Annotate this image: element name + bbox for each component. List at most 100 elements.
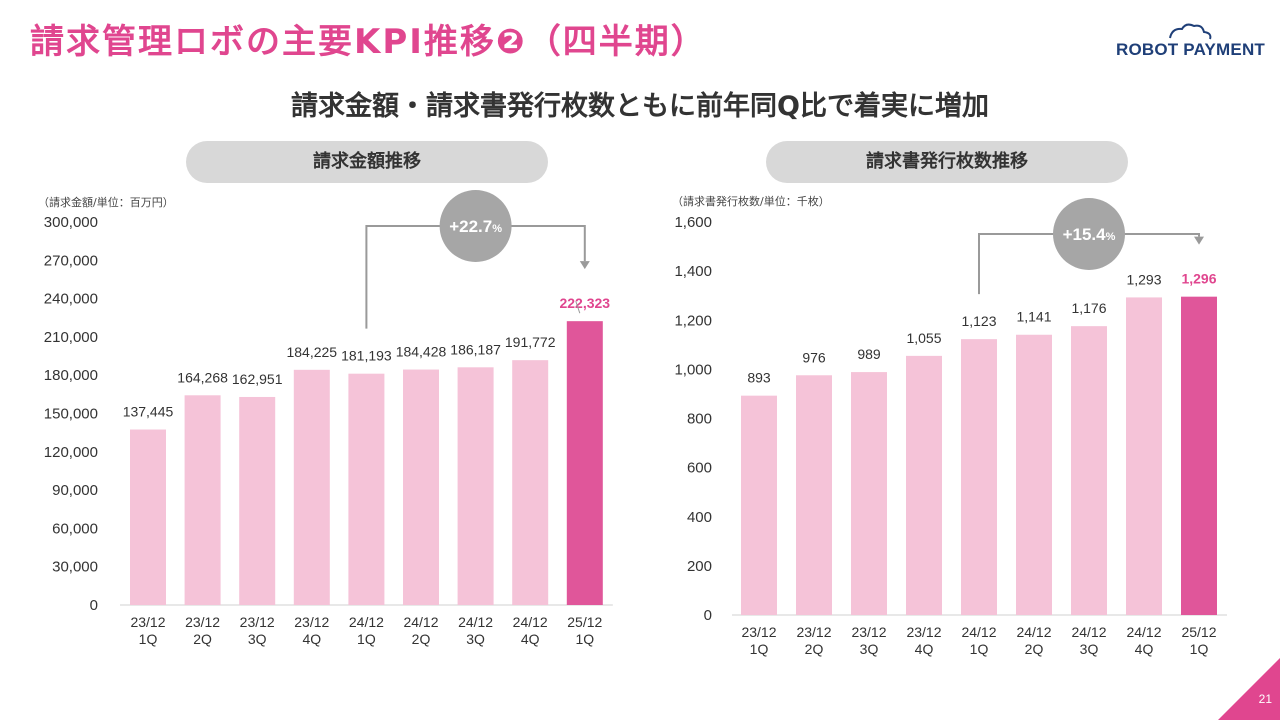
data-label: 184,428 [396,344,447,360]
x-tick-label: 23/12 [240,614,275,630]
x-tick-label: 24/12 [513,614,548,630]
data-label: 989 [857,346,881,362]
x-tick-label: 1Q [357,631,376,647]
chart-2-title-pill: 請求書発行枚数推移 [766,141,1128,183]
y-tick-label: 60,000 [52,520,98,537]
cloud-icon [1169,23,1212,40]
bar [1071,326,1107,615]
x-tick-label: 1Q [750,641,769,657]
data-label: 1,141 [1016,309,1051,325]
x-tick-label: 24/12 [403,614,438,630]
y-tick-label: 1,200 [674,312,712,329]
growth-badge [1053,198,1125,270]
bar [130,429,166,605]
x-tick-label: 4Q [915,641,934,657]
y-tick-label: 270,000 [44,252,98,269]
bar [741,395,777,615]
y-tick-label: 0 [704,607,712,624]
growth-badge-label: +15.4% [1063,225,1116,244]
x-tick-label: 23/12 [851,624,886,640]
bar [1016,334,1052,615]
bar [457,367,494,605]
billing-amount-chart: 0 30,000 60,000 90,000 120,000 150,000 180,000… [44,190,613,647]
label-leader-line [575,301,581,314]
chart-2-unit-note: （請求書発行枚数/単位：千枚） [672,195,830,208]
y-tick-label: 600 [687,460,712,477]
data-label: 181,193 [341,348,392,364]
bar [1126,297,1162,615]
x-tick-label: 2Q [193,631,212,647]
data-label: 191,772 [505,334,556,350]
data-label: 186,187 [450,341,501,357]
y-tick-label: 200 [687,558,712,575]
bar [796,375,832,615]
y-tick-label: 90,000 [52,482,98,499]
bar [906,355,942,615]
x-tick-label: 23/12 [185,614,220,630]
x-tick-label: 4Q [521,631,540,647]
x-tick-label: 24/12 [1071,624,1106,640]
page-number: 21 [1258,692,1272,706]
data-label: 1,123 [961,313,996,329]
bar [239,396,276,605]
bar [961,339,997,615]
data-label: 222,323 [559,295,610,311]
page-subtitle: 請求金額・請求書発行枚数ともに前年同Q比で着実に増加 [291,91,989,122]
y-tick-label: 400 [687,509,712,526]
x-tick-label: 23/12 [796,624,831,640]
y-tick-label: 300,000 [44,214,98,231]
y-tick-label: 210,000 [44,329,98,346]
y-tick-label: 0 [90,597,98,614]
data-label: 1,293 [1126,271,1161,287]
growth-arrowhead [1194,236,1204,245]
data-label: 976 [802,349,826,365]
growth-badge-label: +22.7% [449,217,502,236]
x-tick-label: 3Q [248,631,267,647]
company-logo: ROBOT PAYMENT [1112,22,1265,66]
y-tick-label: 1,600 [674,214,712,231]
x-tick-label: 24/12 [961,624,996,640]
bar [851,372,887,615]
x-tick-label: 3Q [466,631,485,647]
data-label: 162,951 [232,371,283,387]
x-tick-label: 4Q [1135,641,1154,657]
data-label: 1,055 [906,330,941,346]
x-tick-label: 23/12 [130,614,165,630]
y-tick-label: 180,000 [44,367,98,384]
x-tick-label: 23/12 [294,614,329,630]
y-tick-label: 1,400 [674,263,712,280]
x-tick-label: 2Q [412,631,431,647]
growth-badge [439,190,512,262]
y-tick-label: 800 [687,411,712,428]
bar [566,321,603,605]
y-tick-label: 150,000 [44,406,98,423]
x-tick-label: 3Q [1080,641,1099,657]
x-tick-label: 24/12 [1016,624,1051,640]
x-tick-label: 1Q [139,631,158,647]
page-title: 請求管理ロボの主要KPI推移❷（四半期） [30,22,707,62]
x-tick-label: 4Q [302,631,321,647]
x-tick-label: 24/12 [1126,624,1161,640]
bar [403,369,439,605]
bar [348,373,385,605]
growth-unit: % [1106,231,1116,243]
x-tick-label: 23/12 [906,624,941,640]
x-tick-label: 1Q [575,631,594,647]
x-tick-label: 3Q [860,641,879,657]
data-label: 137,445 [123,404,174,420]
x-tick-label: 25/12 [1181,624,1216,640]
y-tick-label: 30,000 [52,559,98,576]
bar [184,395,221,605]
x-tick-label: 23/12 [741,624,776,640]
bar [293,369,330,605]
data-label: 184,225 [286,344,337,360]
bar [1181,296,1217,615]
growth-value: +15.4 [1063,225,1107,244]
x-tick-label: 24/12 [458,614,493,630]
data-label: 1,296 [1181,271,1216,287]
y-tick-label: 1,000 [674,361,712,378]
x-tick-label: 1Q [970,641,989,657]
y-tick-label: 120,000 [44,444,98,461]
y-tick-label: 240,000 [44,291,98,308]
